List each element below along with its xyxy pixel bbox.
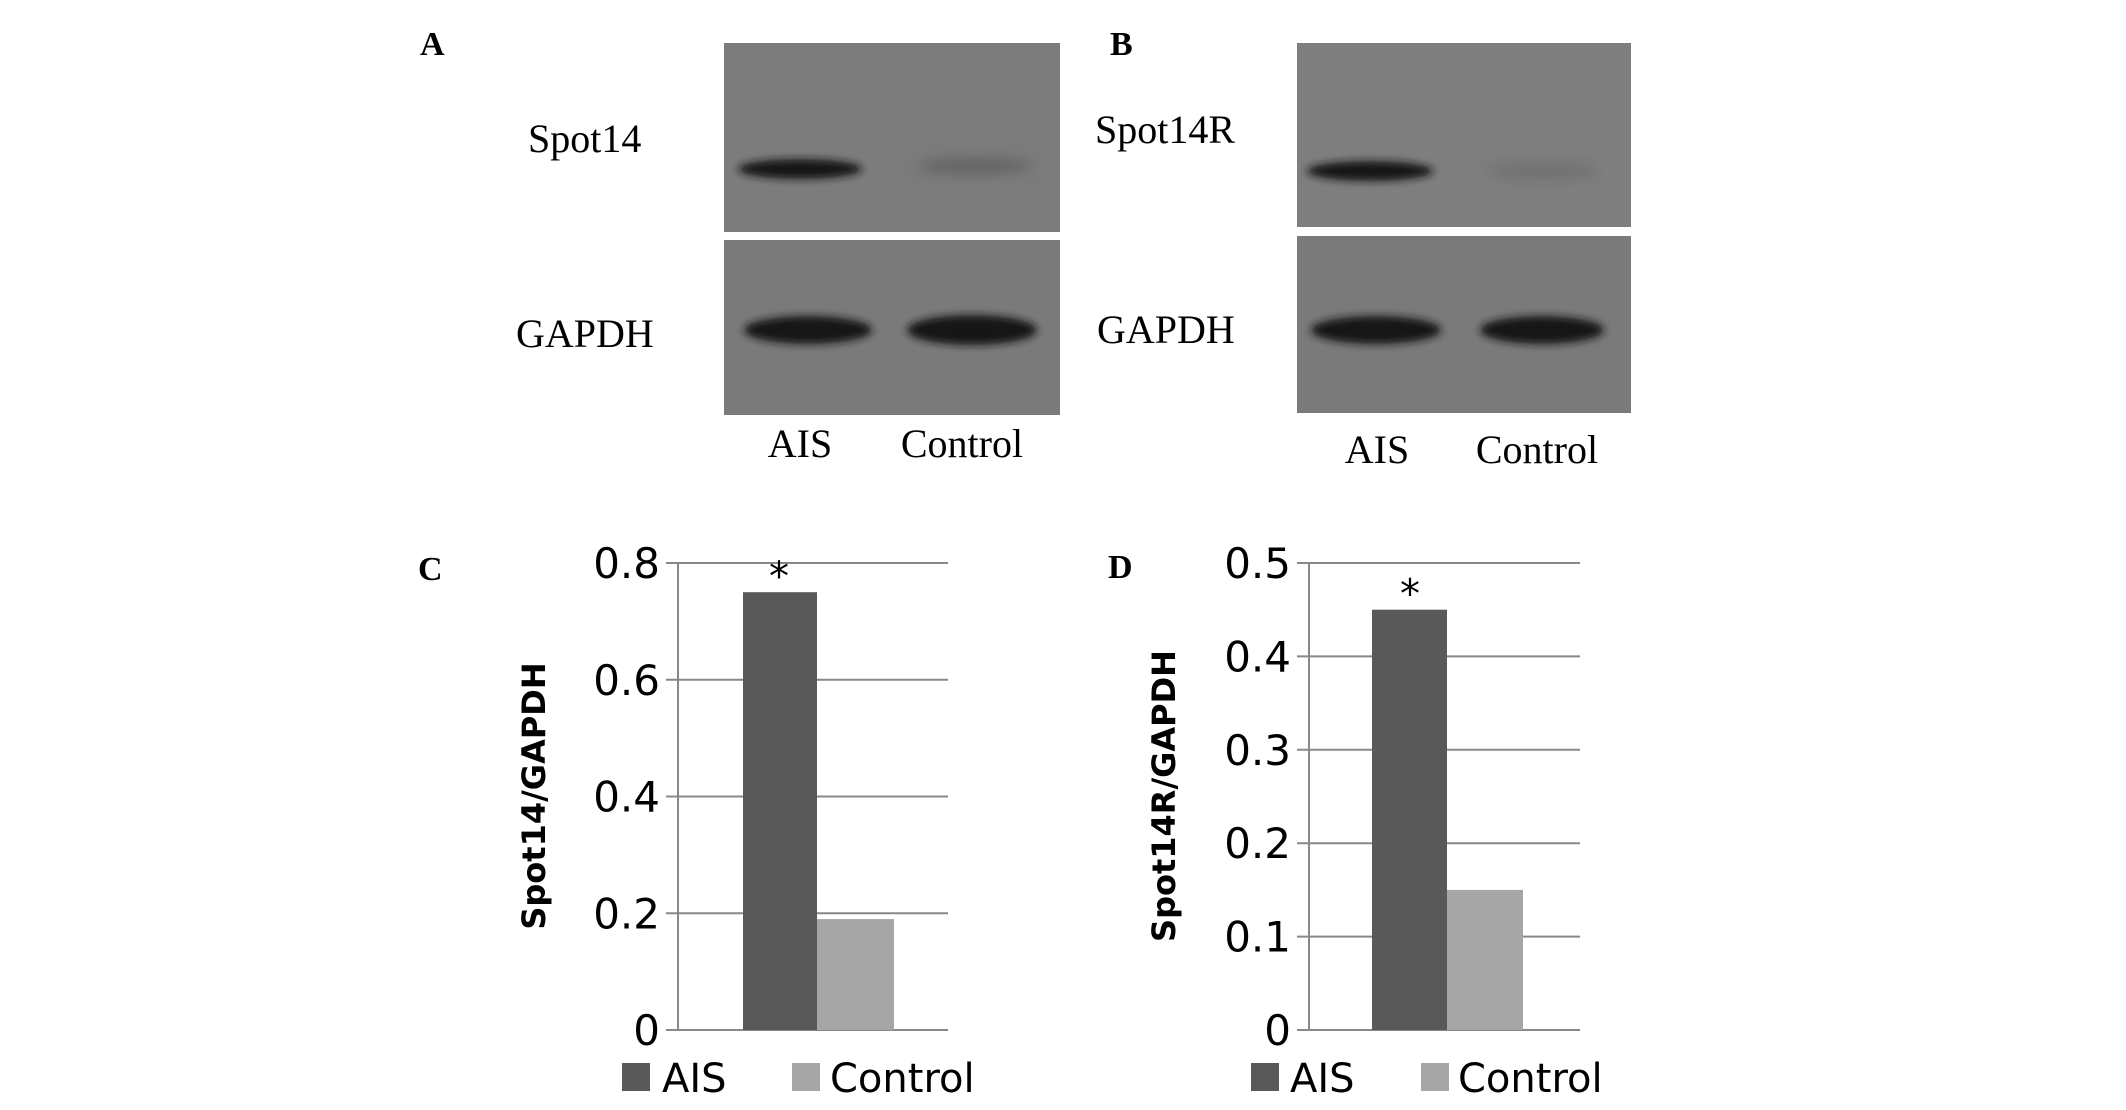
chart-c-bar-ais bbox=[743, 592, 817, 1030]
panel-b-loading-band-ais bbox=[1311, 316, 1441, 344]
chart-c-ytick-label: 0.8 bbox=[593, 539, 660, 588]
chart-c-significance-star: * bbox=[769, 554, 789, 600]
panel-b-target-label: Spot14R bbox=[1095, 107, 1235, 152]
panel-b-letter: B bbox=[1110, 26, 1133, 63]
chart-c-ytick-label: 0.4 bbox=[593, 773, 660, 822]
panel-a: A Spot14 GAPDH AIS Control bbox=[420, 26, 1060, 466]
chart-d-bar-control bbox=[1447, 889, 1523, 1030]
panel-b-lane-control: Control bbox=[1476, 427, 1598, 472]
panel-a-loading-band-control bbox=[907, 315, 1037, 345]
chart-c-legend-label: AIS bbox=[662, 1056, 727, 1102]
chart-c-legend-swatch-control bbox=[792, 1063, 820, 1091]
chart-c: 0 0.2 0.4 0.6 0.8 Spot14/GAPDH * AIS Control bbox=[515, 539, 975, 1102]
chart-d-bar-ais bbox=[1372, 609, 1447, 1030]
panel-a-letter: A bbox=[420, 26, 445, 63]
panel-a-loading-label: GAPDH bbox=[516, 311, 654, 356]
panel-d-letter: D bbox=[1108, 549, 1133, 586]
panel-b-target-blot bbox=[1297, 43, 1631, 227]
chart-d-legend-swatch-control bbox=[1421, 1063, 1449, 1091]
chart-d-legend-label: AIS bbox=[1290, 1056, 1355, 1102]
panel-b: B Spot14R GAPDH AIS Control bbox=[1095, 26, 1631, 472]
chart-c-ytick-label: 0.6 bbox=[593, 656, 660, 705]
panel-a-loading-band-ais bbox=[744, 316, 872, 344]
chart-d-ylabel: Spot14R/GAPDH bbox=[1145, 650, 1183, 942]
panel-b-target-band-ais bbox=[1307, 161, 1433, 181]
panel-b-loading-band-control bbox=[1480, 316, 1604, 344]
panel-b-target-band-control bbox=[1488, 165, 1598, 177]
chart-d-ytick-label: 0.5 bbox=[1224, 539, 1291, 588]
chart-d-ytick-label: 0.3 bbox=[1224, 726, 1291, 775]
chart-c-ylabel: Spot14/GAPDH bbox=[515, 662, 553, 929]
chart-c-legend-label: Control bbox=[830, 1056, 975, 1102]
chart-c-ytick-label: 0.2 bbox=[593, 889, 660, 938]
chart-d: 0 0.1 0.2 0.3 0.4 0.5 Spot14R/GAPDH * AIS Control bbox=[1145, 539, 1603, 1102]
chart-d-significance-star: * bbox=[1400, 572, 1420, 618]
panel-c-letter: C bbox=[418, 551, 443, 588]
chart-c-ytick-label: 0 bbox=[633, 1006, 660, 1055]
chart-c-bar-control bbox=[817, 919, 894, 1030]
panel-a-lane-control: Control bbox=[901, 421, 1023, 466]
chart-d-ytick-label: 0.1 bbox=[1224, 913, 1291, 962]
chart-d-ytick-label: 0.4 bbox=[1224, 632, 1291, 681]
chart-c-legend-swatch-ais bbox=[622, 1063, 650, 1091]
chart-d-ytick-label: 0.2 bbox=[1224, 819, 1291, 868]
panel-a-lane-ais: AIS bbox=[768, 421, 832, 466]
chart-d-legend-label: Control bbox=[1458, 1056, 1603, 1102]
panel-a-target-blot bbox=[724, 43, 1060, 232]
panel-a-target-label: Spot14 bbox=[528, 116, 641, 161]
chart-d-legend-swatch-ais bbox=[1251, 1063, 1279, 1091]
panel-a-target-band-ais bbox=[738, 159, 862, 179]
panel-b-loading-label: GAPDH bbox=[1097, 307, 1235, 352]
panel-b-lane-ais: AIS bbox=[1345, 427, 1409, 472]
panel-a-target-band-control bbox=[917, 159, 1033, 173]
chart-d-ytick-label: 0 bbox=[1264, 1006, 1291, 1055]
